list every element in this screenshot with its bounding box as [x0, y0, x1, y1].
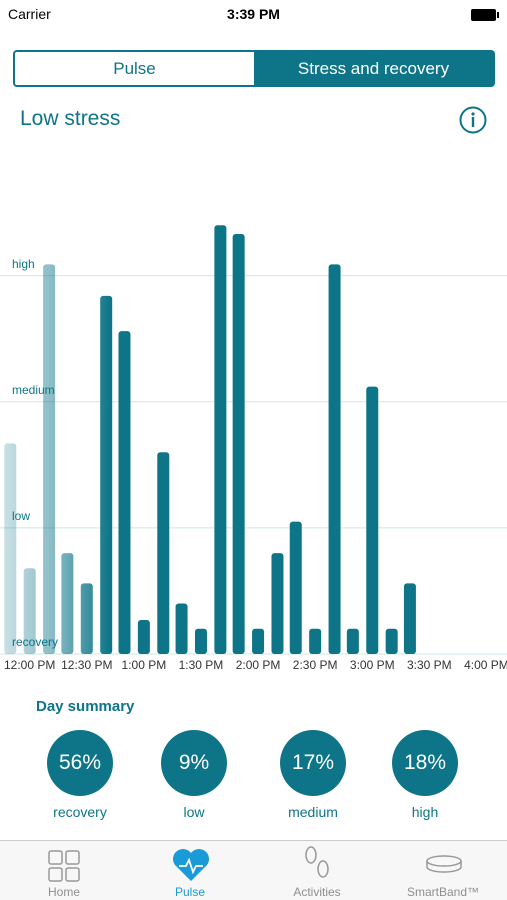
bar	[385, 628, 398, 654]
segment[interactable]: Stress and recovery	[254, 52, 493, 85]
pulse-icon	[173, 849, 209, 881]
bar	[346, 628, 359, 654]
x-tick-label: 4:00 PM	[464, 658, 507, 672]
summary-value: 18%	[392, 730, 458, 796]
y-tick-label: medium	[12, 383, 55, 397]
tab-label[interactable]: Pulse	[174, 885, 206, 899]
x-tick-label: 1:30 PM	[179, 658, 224, 672]
heading: Low stress	[20, 107, 121, 130]
tab-label[interactable]: Activities	[293, 885, 341, 899]
info-button[interactable]	[459, 106, 487, 134]
x-tick-label: 2:00 PM	[236, 658, 281, 672]
summary-label: high	[411, 804, 439, 820]
chart: recovery low medium high 12:00 PM 12:30 PM 1:0…	[0, 225, 507, 672]
activities-icon	[305, 846, 329, 878]
summary-label: recovery	[53, 804, 107, 820]
battery	[471, 9, 499, 21]
carrier: Carrier	[8, 6, 51, 22]
x-tick-label: 2:30 PM	[293, 658, 338, 672]
summary-label: medium	[288, 804, 338, 820]
tab-bar: Home Pulse Activities SmartBand™	[0, 840, 507, 900]
bar	[61, 553, 74, 654]
section-title: Day summary	[36, 698, 135, 715]
tab-label[interactable]: Home	[47, 885, 80, 899]
bar	[4, 443, 17, 654]
summary-value: 56%	[47, 730, 113, 796]
smartband-icon	[426, 855, 462, 873]
bar	[232, 234, 245, 655]
bar	[309, 628, 322, 654]
segmented-control: Pulse Stress and recovery	[13, 50, 495, 87]
bar	[289, 521, 302, 654]
clock: 3:39 PM	[227, 6, 280, 22]
x-tick-label: 12:00 PM	[4, 658, 55, 672]
bar	[252, 628, 265, 654]
x-tick-label: 12:30 PM	[61, 658, 112, 672]
x-tick-label: 1:00 PM	[122, 658, 167, 672]
bar	[137, 619, 150, 654]
bar	[80, 583, 93, 654]
bar	[366, 386, 379, 654]
bar	[403, 583, 416, 654]
bar	[328, 264, 341, 654]
bar	[43, 264, 56, 654]
summary-label: low	[183, 804, 205, 820]
summary-value: 9%	[161, 730, 227, 796]
y-tick-label: low	[12, 509, 30, 523]
bar	[271, 553, 284, 654]
y-tick-label: high	[12, 257, 35, 271]
segment[interactable]: Pulse	[113, 58, 156, 78]
x-tick-label: 3:00 PM	[350, 658, 395, 672]
bar	[118, 331, 131, 654]
bar	[100, 295, 113, 654]
x-tick-label: 3:30 PM	[407, 658, 452, 672]
y-tick-label: recovery	[12, 635, 58, 649]
bar	[175, 603, 188, 654]
bar	[157, 452, 170, 654]
bar	[194, 628, 207, 654]
tab-label[interactable]: SmartBand™	[406, 885, 480, 899]
summary-value: 17%	[280, 730, 346, 796]
bar	[214, 225, 227, 654]
bar	[23, 568, 36, 654]
home-icon	[48, 850, 80, 882]
